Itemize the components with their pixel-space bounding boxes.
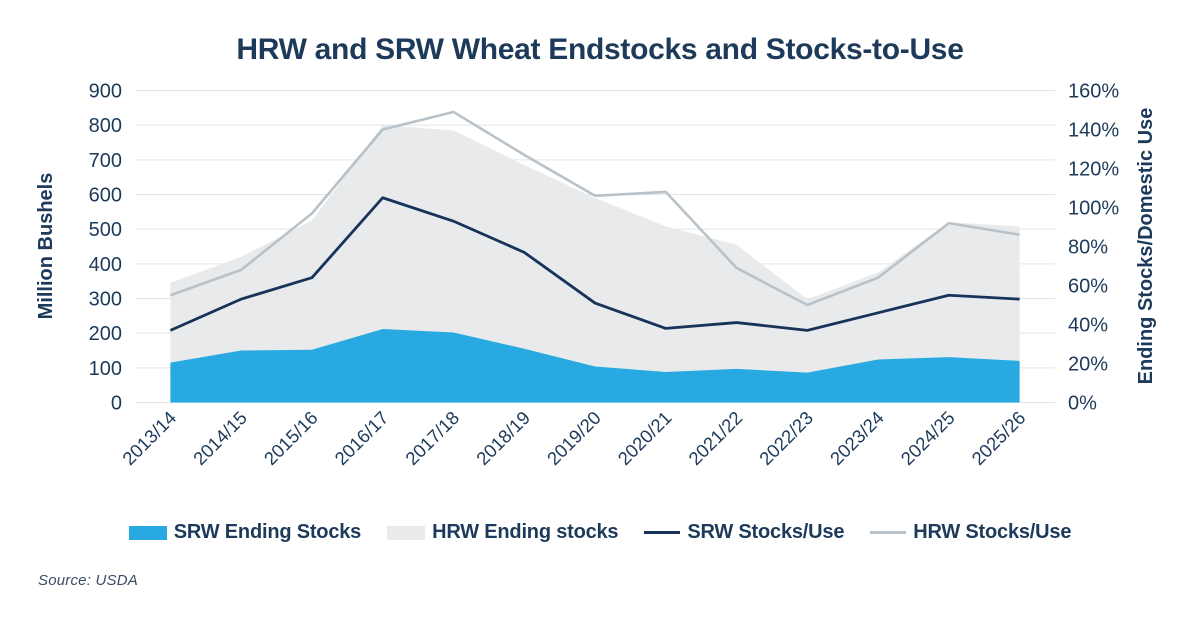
legend-label: HRW Stocks/Use bbox=[913, 521, 1072, 543]
legend-item: SRW Stocks/Use bbox=[644, 521, 844, 544]
legend-item: HRW Stocks/Use bbox=[870, 521, 1071, 544]
left-axis-tick-label: 500 bbox=[89, 219, 122, 241]
hrw-stocks-use-line bbox=[169, 110, 1020, 307]
right-axis-tick-label: 0% bbox=[1068, 393, 1097, 415]
x-axis-tick-label: 2025/26 bbox=[967, 407, 1029, 469]
legend-label: SRW Ending Stocks bbox=[173, 521, 362, 543]
right-axis-tick-label: 160% bbox=[1068, 81, 1119, 103]
left-axis-tick-label: 600 bbox=[89, 185, 122, 207]
x-axis-tick-label: 2014/15 bbox=[189, 407, 251, 469]
right-axis-tick-label: 20% bbox=[1068, 354, 1108, 376]
legend-item: HRW Ending stocks bbox=[387, 521, 619, 544]
x-axis-tick-label: 2015/16 bbox=[260, 407, 322, 469]
x-axis-tick-label: 2020/21 bbox=[613, 407, 675, 469]
x-axis-tick-label: 2021/22 bbox=[684, 407, 746, 469]
x-axis-tick-label: 2018/19 bbox=[472, 407, 534, 469]
chart-plot-area: 0 100 200 300 400 500 600 700 800 900 0% 20% 40% 60% 8… bbox=[35, 81, 1157, 470]
srw-stocks-use-line bbox=[169, 196, 1020, 332]
x-axis-tick-label: 2022/23 bbox=[755, 407, 817, 469]
legend-swatch-line bbox=[644, 531, 681, 534]
left-axis-tick-label: 400 bbox=[89, 254, 122, 276]
legend-item: SRW Ending Stocks bbox=[128, 521, 362, 544]
x-axis-tick-label: 2013/14 bbox=[118, 407, 180, 469]
x-axis-tick-label: 2023/24 bbox=[826, 407, 888, 469]
left-axis-tick-label: 800 bbox=[89, 115, 122, 137]
right-axis-title: Ending Stocks/Domestic Use bbox=[1135, 108, 1157, 385]
right-axis-tick-label: 40% bbox=[1068, 315, 1108, 337]
left-axis-tick-label: 200 bbox=[89, 323, 122, 345]
right-axis-tick-label: 60% bbox=[1068, 276, 1108, 298]
left-axis-tick-label: 700 bbox=[89, 150, 122, 172]
chart-legend: SRW Ending Stocks HRW Ending stocks SRW St… bbox=[0, 521, 1200, 544]
x-axis-tick-label: 2017/18 bbox=[401, 407, 463, 469]
left-axis-tick-label: 900 bbox=[89, 81, 122, 103]
legend-swatch-area bbox=[128, 525, 167, 540]
left-axis-tick-label: 300 bbox=[89, 289, 122, 311]
x-axis-tick-label: 2024/25 bbox=[897, 407, 959, 469]
srw-ending-stocks-area bbox=[170, 329, 1020, 403]
left-axis-title: Million Bushels bbox=[35, 173, 57, 320]
right-axis-tick-label: 120% bbox=[1068, 159, 1119, 181]
right-axis-tick-label: 140% bbox=[1068, 120, 1119, 142]
chart-title: HRW and SRW Wheat Endstocks and Stocks-t… bbox=[236, 33, 964, 66]
legend-label: HRW Ending stocks bbox=[432, 521, 619, 543]
legend-swatch-area bbox=[387, 525, 426, 540]
x-axis-tick-label: 2019/20 bbox=[543, 407, 605, 469]
right-axis-tick-label: 100% bbox=[1068, 198, 1119, 220]
x-axis-tick-label: 2016/17 bbox=[330, 407, 392, 469]
left-axis-tick-label: 100 bbox=[89, 358, 122, 380]
source-note: Source: USDA bbox=[38, 572, 138, 589]
left-axis-tick-label: 0 bbox=[111, 393, 122, 415]
legend-label: SRW Stocks/Use bbox=[687, 521, 845, 543]
right-axis-tick-label: 80% bbox=[1068, 237, 1108, 259]
legend-swatch-line bbox=[870, 531, 907, 534]
